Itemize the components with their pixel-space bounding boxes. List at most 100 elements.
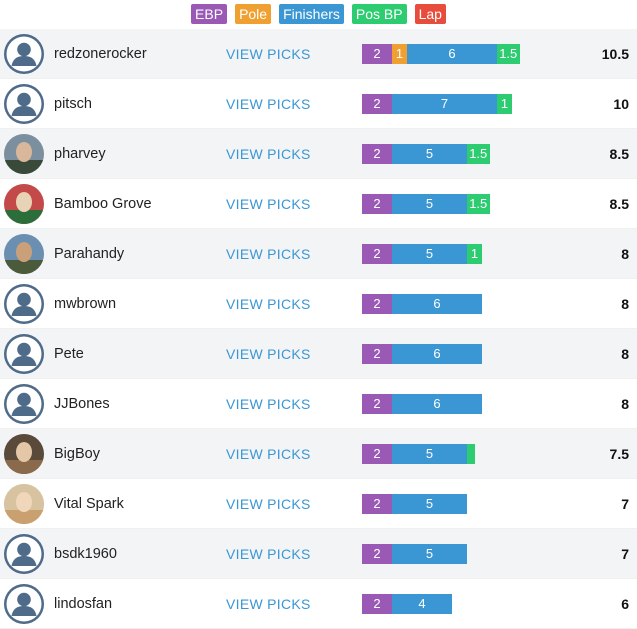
legend: EBP Pole Finishers Pos BP Lap xyxy=(0,0,637,29)
score-segment-finishers: 6 xyxy=(392,294,482,314)
score-segment-ebp: 2 xyxy=(362,144,392,164)
leaderboard-list: redzonerocker VIEW PICKS 2 1 6 1.5 10.5 pitsch V… xyxy=(0,29,637,629)
score-segment-finishers: 5 xyxy=(392,494,467,514)
score-segment-finishers: 5 xyxy=(392,544,467,564)
score-segment-ebp: 2 xyxy=(362,344,392,364)
username[interactable]: mwbrown xyxy=(54,296,117,312)
score-segment-ebp: 2 xyxy=(362,194,392,214)
score-segment-ebp: 2 xyxy=(362,394,392,414)
leaderboard-row: Parahandy VIEW PICKS 2 5 1 8 xyxy=(0,229,637,279)
default-avatar-icon[interactable] xyxy=(4,84,44,124)
score-segment-ebp: 2 xyxy=(362,444,392,464)
score-segment-ebp: 2 xyxy=(362,494,392,514)
score-segment-pos-bp: 1.5 xyxy=(467,194,490,214)
user-avatar[interactable] xyxy=(4,134,44,174)
leaderboard-row: lindosfan VIEW PICKS 2 4 6 xyxy=(0,579,637,629)
total-score: 8 xyxy=(621,296,629,312)
legend-finishers: Finishers xyxy=(279,4,344,24)
score-segment-finishers: 4 xyxy=(392,594,452,614)
user-avatar[interactable] xyxy=(4,234,44,274)
user-avatar[interactable] xyxy=(4,484,44,524)
total-score: 8.5 xyxy=(609,196,629,212)
total-score: 8 xyxy=(621,396,629,412)
leaderboard-row: mwbrown VIEW PICKS 2 6 8 xyxy=(0,279,637,329)
view-picks-link[interactable]: VIEW PICKS xyxy=(226,446,311,462)
leaderboard-row: JJBones VIEW PICKS 2 6 8 xyxy=(0,379,637,429)
leaderboard-row: Vital Spark VIEW PICKS 2 5 7 xyxy=(0,479,637,529)
view-picks-link[interactable]: VIEW PICKS xyxy=(226,346,311,362)
score-segment-finishers: 5 xyxy=(392,244,467,264)
leaderboard-row: bsdk1960 VIEW PICKS 2 5 7 xyxy=(0,529,637,579)
score-segment-ebp: 2 xyxy=(362,544,392,564)
view-picks-link[interactable]: VIEW PICKS xyxy=(226,546,311,562)
total-score: 7.5 xyxy=(609,446,629,462)
total-score: 8.5 xyxy=(609,146,629,162)
view-picks-link[interactable]: VIEW PICKS xyxy=(226,46,311,62)
score-bar: 2 5 1.5 xyxy=(362,144,490,164)
score-segment-pos-bp: 1 xyxy=(497,94,512,114)
username[interactable]: pharvey xyxy=(54,146,106,162)
total-score: 7 xyxy=(621,496,629,512)
username[interactable]: JJBones xyxy=(54,396,110,412)
username[interactable]: pitsch xyxy=(54,96,92,112)
default-avatar-icon[interactable] xyxy=(4,384,44,424)
legend-lap: Lap xyxy=(414,4,446,24)
legend-pole: Pole xyxy=(235,4,272,24)
score-segment-pos-bp: 1.5 xyxy=(467,144,490,164)
total-score: 10.5 xyxy=(601,46,629,62)
score-segment-ebp: 2 xyxy=(362,44,392,64)
score-segment-finishers: 6 xyxy=(392,394,482,414)
username[interactable]: bsdk1960 xyxy=(54,546,117,562)
default-avatar-icon[interactable] xyxy=(4,334,44,374)
score-segment-pos-bp xyxy=(467,444,475,464)
score-segment-ebp: 2 xyxy=(362,244,392,264)
default-avatar-icon[interactable] xyxy=(4,34,44,74)
username[interactable]: BigBoy xyxy=(54,446,100,462)
score-segment-finishers: 7 xyxy=(392,94,497,114)
score-segment-pos-bp: 1 xyxy=(467,244,482,264)
score-segment-ebp: 2 xyxy=(362,294,392,314)
score-segment-finishers: 6 xyxy=(407,44,497,64)
default-avatar-icon[interactable] xyxy=(4,284,44,324)
leaderboard-row: pitsch VIEW PICKS 2 7 1 10 xyxy=(0,79,637,129)
username[interactable]: redzonerocker xyxy=(54,46,147,62)
default-avatar-icon[interactable] xyxy=(4,534,44,574)
score-segment-finishers: 6 xyxy=(392,344,482,364)
username[interactable]: Parahandy xyxy=(54,246,125,262)
score-segment-pole: 1 xyxy=(392,44,407,64)
score-segment-finishers: 5 xyxy=(392,444,467,464)
username[interactable]: lindosfan xyxy=(54,596,113,612)
total-score: 8 xyxy=(621,346,629,362)
score-segment-ebp: 2 xyxy=(362,94,392,114)
default-avatar-icon[interactable] xyxy=(4,584,44,624)
user-avatar[interactable] xyxy=(4,184,44,224)
view-picks-link[interactable]: VIEW PICKS xyxy=(226,596,311,612)
leaderboard-row: BigBoy VIEW PICKS 2 5 7.5 xyxy=(0,429,637,479)
view-picks-link[interactable]: VIEW PICKS xyxy=(226,196,311,212)
view-picks-link[interactable]: VIEW PICKS xyxy=(226,246,311,262)
user-avatar[interactable] xyxy=(4,434,44,474)
total-score: 8 xyxy=(621,246,629,262)
legend-pos-bp: Pos BP xyxy=(351,4,407,24)
leaderboard-row: redzonerocker VIEW PICKS 2 1 6 1.5 10.5 xyxy=(0,29,637,79)
username[interactable]: Pete xyxy=(54,346,84,362)
score-segment-finishers: 5 xyxy=(392,194,467,214)
view-picks-link[interactable]: VIEW PICKS xyxy=(226,496,311,512)
username[interactable]: Vital Spark xyxy=(54,496,124,512)
score-segment-ebp: 2 xyxy=(362,594,392,614)
view-picks-link[interactable]: VIEW PICKS xyxy=(226,396,311,412)
legend-ebp: EBP xyxy=(191,4,228,24)
score-segment-pos-bp: 1.5 xyxy=(497,44,520,64)
score-bar: 2 5 1.5 xyxy=(362,194,490,214)
total-score: 6 xyxy=(621,596,629,612)
view-picks-link[interactable]: VIEW PICKS xyxy=(226,146,311,162)
username[interactable]: Bamboo Grove xyxy=(54,196,152,212)
view-picks-link[interactable]: VIEW PICKS xyxy=(226,96,311,112)
view-picks-link[interactable]: VIEW PICKS xyxy=(226,296,311,312)
